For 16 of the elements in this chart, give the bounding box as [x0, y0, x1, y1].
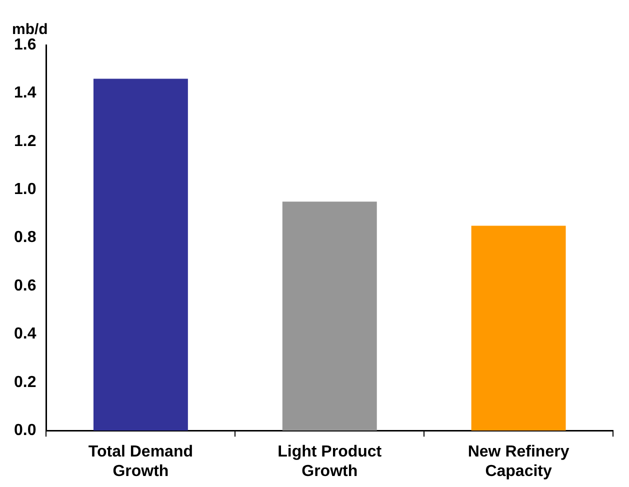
bar	[471, 226, 566, 431]
y-tick-label: 0.0	[14, 422, 36, 440]
y-tick-label: 1.2	[14, 132, 36, 150]
x-tick-label: Total Demand Growth	[88, 444, 194, 480]
x-tick-label: New Refinery Capacity	[468, 444, 570, 480]
bar	[93, 78, 188, 431]
x-tick-label: Light Product Growth	[278, 444, 382, 480]
y-tick-label: 1.4	[14, 84, 36, 102]
y-axis-title: mb/d	[12, 21, 48, 38]
y-tick-label: 1.0	[14, 181, 36, 198]
y-tick-label: 1.6	[14, 36, 36, 54]
y-tick-label: 0.6	[14, 277, 36, 294]
y-tick-label: 0.8	[14, 229, 36, 246]
bar	[282, 202, 377, 431]
y-tick-label: 0.4	[14, 326, 36, 343]
y-tick-label: 0.2	[14, 374, 36, 391]
